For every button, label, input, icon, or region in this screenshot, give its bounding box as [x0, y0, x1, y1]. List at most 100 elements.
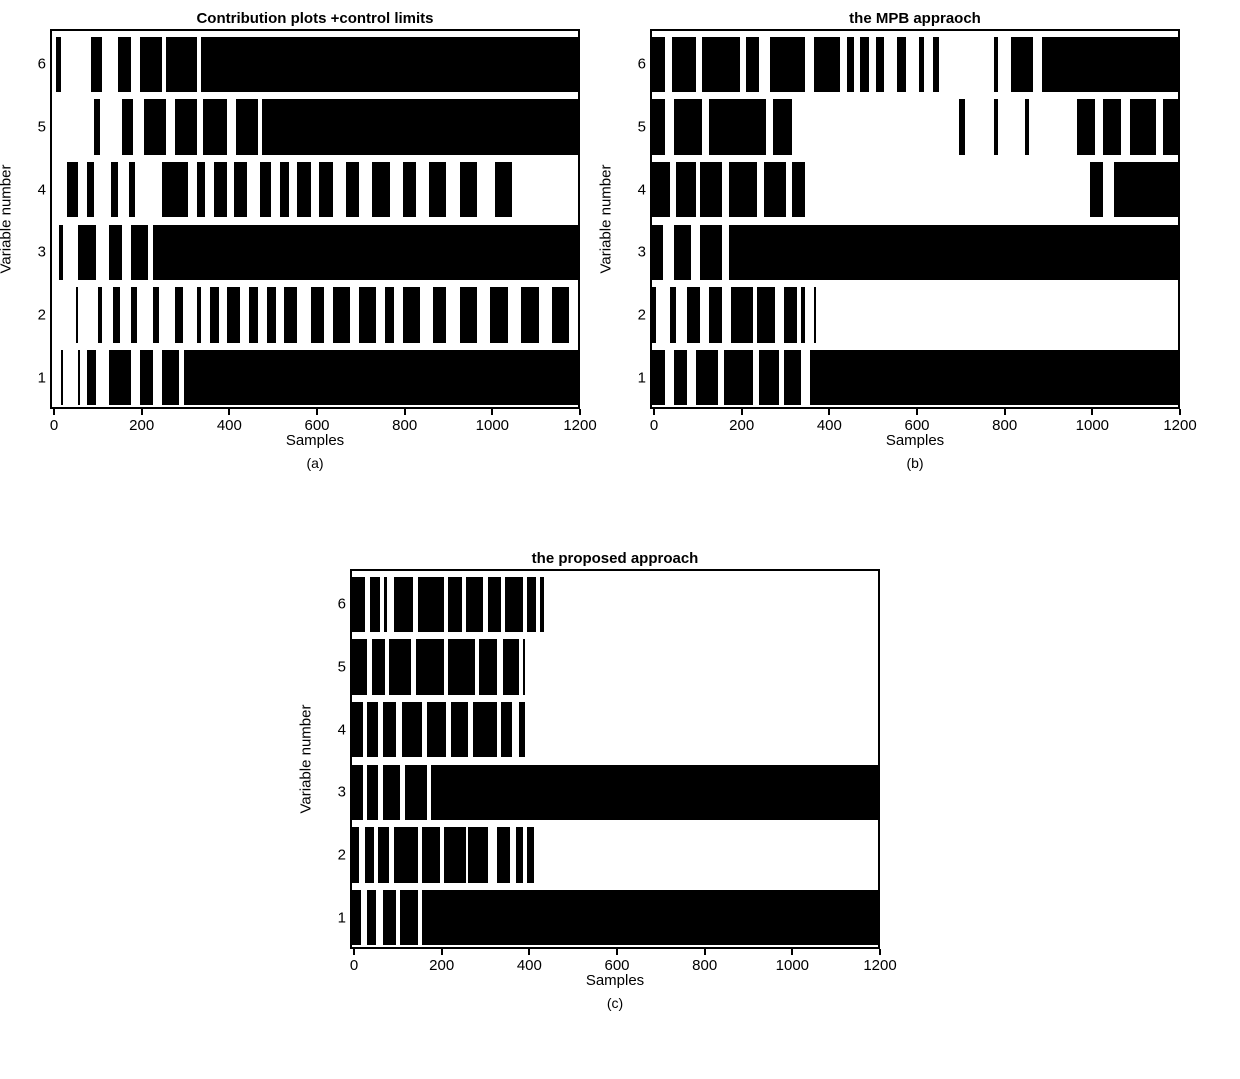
bar-segment	[897, 37, 906, 92]
xtick-label: 1000	[776, 957, 809, 974]
ytick-label-3: 3	[338, 784, 352, 801]
bar-segment	[260, 162, 271, 217]
bar-segment	[118, 37, 131, 92]
xtick-label: 200	[429, 957, 454, 974]
bar-segment	[460, 287, 478, 342]
bar-segment	[311, 287, 324, 342]
bar-segment	[98, 287, 102, 342]
bar-segment	[516, 827, 523, 882]
bar-segment	[540, 577, 544, 632]
bar-segment	[346, 162, 359, 217]
bar-segment	[87, 350, 96, 405]
bar-segment	[448, 639, 474, 694]
bar-segment	[175, 287, 184, 342]
bar-segment	[479, 639, 497, 694]
bar-segment	[687, 287, 700, 342]
bar-segment	[700, 162, 722, 217]
bar-segment	[394, 827, 418, 882]
bar-segment	[674, 350, 687, 405]
bar-segment	[352, 765, 363, 820]
bar-segment	[372, 162, 390, 217]
bar-segment	[1103, 99, 1121, 154]
bar-segment	[352, 577, 365, 632]
bar-segment	[78, 350, 80, 405]
bar-segment	[94, 99, 101, 154]
bar-segment	[652, 287, 656, 342]
bar-segment	[140, 350, 153, 405]
bar-segment	[676, 162, 696, 217]
bar-segment	[729, 162, 757, 217]
bar-segment	[444, 827, 466, 882]
xtick-label: 1000	[1076, 417, 1109, 434]
bar-segment	[433, 287, 446, 342]
bar-segment	[473, 702, 497, 757]
bar-segment	[352, 827, 359, 882]
subcaption: (a)	[306, 455, 323, 471]
bar-segment	[497, 827, 510, 882]
bar-segment	[847, 37, 854, 92]
xtick-mark	[353, 949, 355, 955]
bar-segment	[131, 225, 149, 280]
xtick-label: 1200	[563, 417, 596, 434]
xtick-mark	[704, 949, 706, 955]
ytick-label-5: 5	[38, 119, 52, 136]
xtick-mark	[741, 409, 743, 415]
bar-segment	[523, 639, 525, 694]
bar-segment	[994, 99, 998, 154]
bar-segment	[501, 702, 512, 757]
bar-segment	[109, 350, 131, 405]
variable-row-1	[352, 890, 878, 945]
ytick-label-6: 6	[638, 56, 652, 73]
variable-row-3	[652, 225, 1178, 280]
xtick-label: 1200	[863, 957, 896, 974]
bar-segment	[400, 890, 418, 945]
bar-segment	[394, 577, 414, 632]
bar-segment	[724, 350, 752, 405]
bar-segment	[422, 890, 878, 945]
bar-segment	[1114, 162, 1178, 217]
variable-row-5	[652, 99, 1178, 154]
bar-segment	[784, 350, 802, 405]
xtick-mark	[616, 949, 618, 955]
bar-segment	[201, 37, 578, 92]
xtick-mark	[316, 409, 318, 415]
variable-row-2	[652, 287, 1178, 342]
xlabel: Samples	[586, 972, 644, 989]
bar-segment	[418, 577, 444, 632]
variable-row-5	[52, 99, 578, 154]
bar-segment	[166, 37, 197, 92]
xtick-mark	[441, 949, 443, 955]
bar-segment	[1077, 99, 1095, 154]
bar-segment	[297, 162, 310, 217]
subcaption: (b)	[906, 455, 923, 471]
ylabel: Variable number	[598, 165, 615, 274]
bar-segment	[431, 765, 878, 820]
bar-segment	[153, 287, 160, 342]
bar-segment	[372, 639, 385, 694]
bar-segment	[333, 287, 351, 342]
bar-segment	[527, 577, 536, 632]
bar-segment	[359, 287, 377, 342]
xtick-label: 800	[692, 957, 717, 974]
xtick-mark	[579, 409, 581, 415]
bar-segment	[59, 225, 63, 280]
bar-segment	[1042, 37, 1178, 92]
bar-segment	[352, 639, 367, 694]
variable-row-1	[652, 350, 1178, 405]
xlabel: Samples	[286, 432, 344, 449]
xtick-mark	[491, 409, 493, 415]
bar-segment	[814, 37, 840, 92]
bar-segment	[383, 702, 396, 757]
ytick-label-4: 4	[338, 721, 352, 738]
bar-segment	[352, 702, 363, 757]
panel-c: the proposed approach1234560200400600800…	[350, 550, 880, 949]
bar-segment	[466, 577, 484, 632]
bar-segment	[383, 890, 396, 945]
xlabel: Samples	[886, 432, 944, 449]
xtick-mark	[916, 409, 918, 415]
variable-row-4	[52, 162, 578, 217]
ytick-label-4: 4	[38, 181, 52, 198]
bar-segment	[280, 162, 289, 217]
ytick-label-5: 5	[638, 119, 652, 136]
bar-segment	[203, 99, 227, 154]
